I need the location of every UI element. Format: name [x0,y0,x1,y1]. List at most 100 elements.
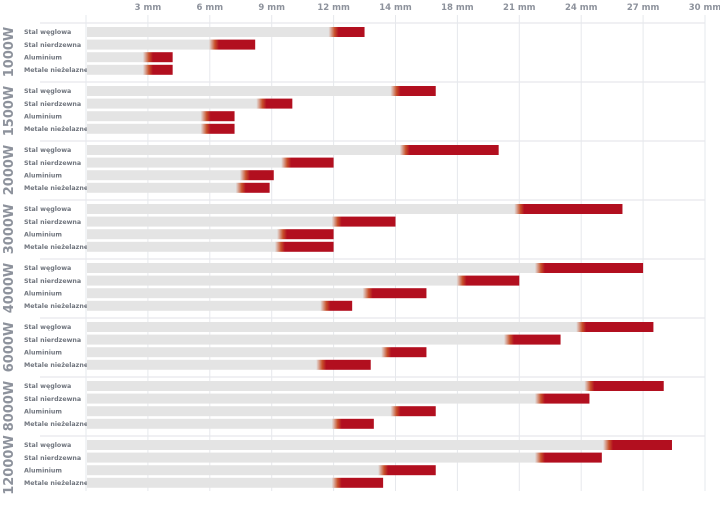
group-label: 2000W [2,145,17,196]
max-cut-bar [399,145,499,155]
x-tick-label: 3 mm [135,3,162,13]
material-label: Stal węglowa [24,265,71,272]
max-cut-bar [320,300,353,311]
quality-cut-bar [87,157,287,168]
material-label: Metale nieżelazne [24,421,88,428]
x-tick-label: 9 mm [258,3,285,13]
max-cut-bar [576,322,654,332]
material-label: Metale nieżelazne [24,362,88,369]
max-cut-bar [514,204,623,214]
material-label: Stal nierdzewna [24,42,81,49]
group-label: 6000W [2,322,17,373]
group-label: 1000W [2,27,17,78]
quality-cut-bar [87,477,337,488]
max-cut-bar [331,418,374,429]
max-cut-bar [200,123,235,134]
x-tick-label: 21 mm [503,3,536,13]
max-cut-bar [534,452,602,463]
quality-cut-bar [87,98,262,109]
x-tick-label: 30 mm [689,3,720,13]
max-cut-bar [277,229,334,240]
quality-cut-bar [87,452,540,463]
max-cut-bar [208,39,256,50]
material-label: Stal węglowa [24,442,71,449]
material-label: Metale nieżelazne [24,67,88,74]
max-cut-bar [274,241,334,252]
max-cut-bar [328,27,365,37]
material-label: Aluminium [24,349,62,356]
max-cut-bar [239,170,274,181]
quality-cut-bar [87,229,283,240]
group-label: 8000W [2,381,17,432]
quality-cut-bar [87,64,148,75]
max-cut-bar [331,477,384,488]
material-label: Stal węglowa [24,147,71,154]
material-label: Stal nierdzewna [24,337,81,344]
quality-cut-bar [87,39,214,50]
max-cut-bar [456,275,520,286]
quality-cut-bar [87,418,337,429]
material-label: Aluminium [24,231,62,238]
quality-cut-bar [87,406,396,417]
material-label: Metale nieżelazne [24,480,88,487]
max-cut-bar [534,393,590,404]
quality-cut-bar [87,145,405,155]
quality-cut-bar [87,123,206,134]
max-cut-bar [200,111,235,122]
max-cut-bar [390,86,436,96]
quality-cut-bar [87,334,509,345]
material-label: Stal nierdzewna [24,396,81,403]
material-label: Stal węglowa [24,383,71,390]
x-tick-label: 6 mm [197,3,224,13]
material-label: Aluminium [24,113,62,120]
quality-cut-bar [87,393,540,404]
x-tick-label: 27 mm [627,3,660,13]
max-cut-bar [362,288,427,299]
group-label: 1500W [2,86,17,137]
quality-cut-bar [87,27,334,37]
material-label: Stal węglowa [24,206,71,213]
quality-cut-bar [87,263,540,273]
quality-cut-bar [87,359,322,370]
material-label: Metale nieżelazne [24,126,88,133]
max-cut-bar [142,64,173,75]
quality-cut-bar [87,216,337,227]
max-cut-bar [142,52,173,63]
quality-cut-bar [87,241,280,252]
material-label: Stal nierdzewna [24,160,81,167]
x-tick-label: 12 mm [317,3,350,13]
material-label: Aluminium [24,172,62,179]
max-cut-bar [281,157,334,168]
max-cut-bar [331,216,396,227]
x-tick-label: 14 mm [379,3,412,13]
quality-cut-bar [87,300,326,311]
quality-cut-bar [87,182,241,193]
group-label: 12000W [2,435,17,495]
material-label: Stal nierdzewna [24,101,81,108]
max-cut-bar [534,263,644,273]
material-label: Metale nieżelazne [24,185,88,192]
max-cut-bar [378,465,436,476]
material-label: Stal węglowa [24,88,71,95]
material-label: Aluminium [24,467,62,474]
max-cut-bar [316,359,371,370]
max-cut-bar [584,381,664,391]
quality-cut-bar [87,347,387,358]
quality-cut-bar [87,86,396,96]
quality-cut-bar [87,381,590,391]
max-cut-bar [381,347,427,358]
material-label: Stal węglowa [24,324,71,331]
material-label: Aluminium [24,408,62,415]
quality-cut-bar [87,288,368,299]
quality-cut-bar [87,322,582,332]
material-label: Metale nieżelazne [24,303,88,310]
max-cut-bar [503,334,561,345]
material-label: Stal nierdzewna [24,278,81,285]
quality-cut-bar [87,204,520,214]
material-label: Aluminium [24,54,62,61]
x-tick-label: 18 mm [441,3,474,13]
x-tick-label: 24 mm [565,3,598,13]
max-cut-bar [235,182,270,193]
quality-cut-bar [87,465,384,476]
